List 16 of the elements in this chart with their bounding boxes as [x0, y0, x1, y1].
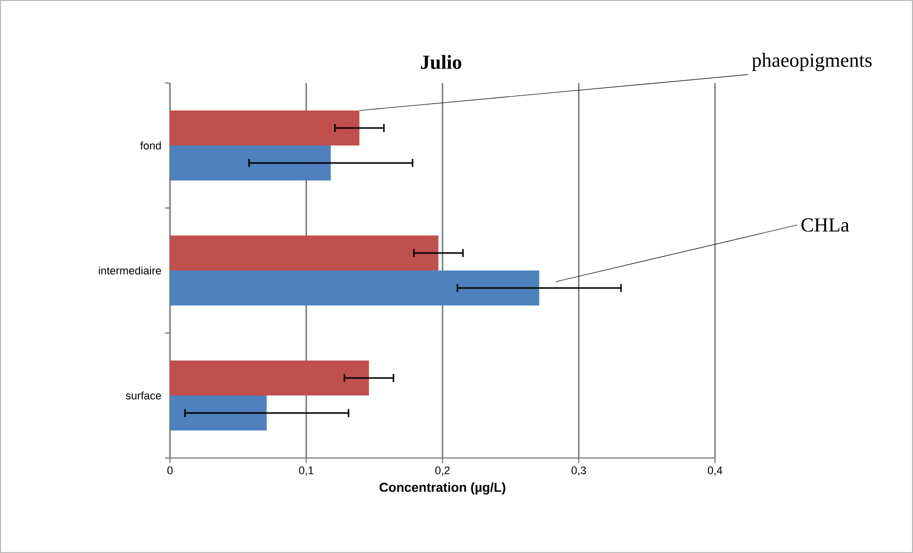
- x-tick-label: 0,4: [708, 466, 722, 476]
- y-tick-label: intermediaire: [98, 266, 161, 275]
- y-tick-label: fond: [140, 141, 161, 150]
- text: phaeopigments: [752, 52, 872, 72]
- x-axis-title: Concentration (µg/L): [380, 482, 506, 495]
- x-tick-label: 0,1: [299, 466, 314, 476]
- x-tick-label: 0,3: [572, 466, 586, 476]
- bar: [170, 270, 540, 306]
- bar: [170, 235, 438, 270]
- text: CHLa: [801, 218, 850, 232]
- bar: [170, 360, 369, 396]
- x-tick-label: 0,2: [435, 466, 450, 476]
- bar: [170, 110, 360, 146]
- x-tick-label: 0: [167, 466, 173, 474]
- chart-title: Julio: [420, 54, 462, 70]
- y-tick-label: surface: [126, 391, 161, 400]
